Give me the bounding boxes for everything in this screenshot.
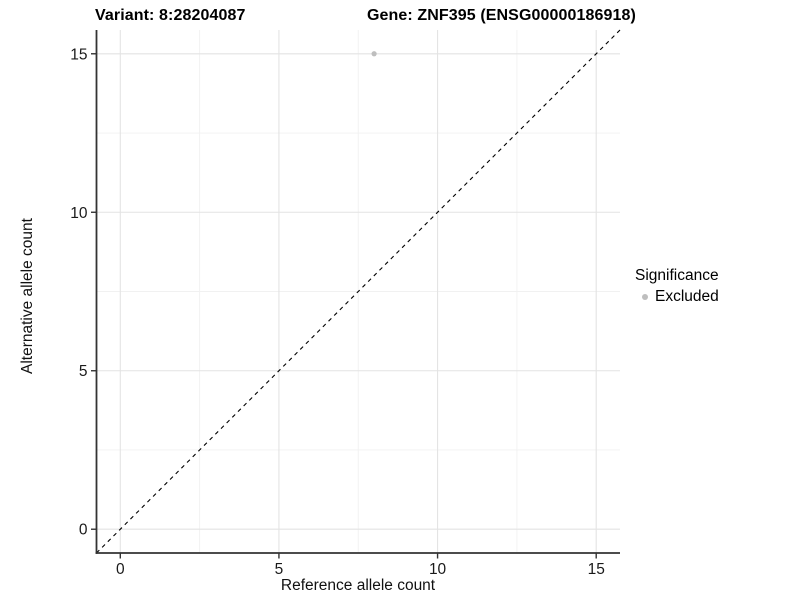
x-axis-title: Reference allele count — [280, 577, 436, 594]
y-axis-title: Alternative allele count — [19, 218, 36, 374]
x-tick-label: 10 — [429, 561, 447, 578]
legend: Significance Excluded — [635, 267, 719, 306]
legend-item-excluded: Excluded — [635, 288, 719, 306]
x-tick-label: 0 — [116, 561, 125, 578]
variant-title: Variant: 8:28204087 — [95, 7, 246, 24]
y-tick-label: 15 — [70, 46, 87, 63]
legend-title: Significance — [635, 267, 719, 284]
identity-reference-line — [96, 29, 621, 554]
x-tick-label: 5 — [275, 561, 284, 578]
data-point — [371, 51, 377, 57]
legend-item-label: Excluded — [655, 288, 719, 305]
x-tick-label: 15 — [588, 561, 605, 578]
gene-title: Gene: ZNF395 (ENSG00000186918) — [367, 7, 636, 24]
y-tick-label: 5 — [79, 363, 88, 380]
y-tick-label: 0 — [79, 522, 88, 539]
legend-marker-circle-icon — [642, 294, 648, 300]
y-tick-label: 10 — [70, 205, 88, 222]
